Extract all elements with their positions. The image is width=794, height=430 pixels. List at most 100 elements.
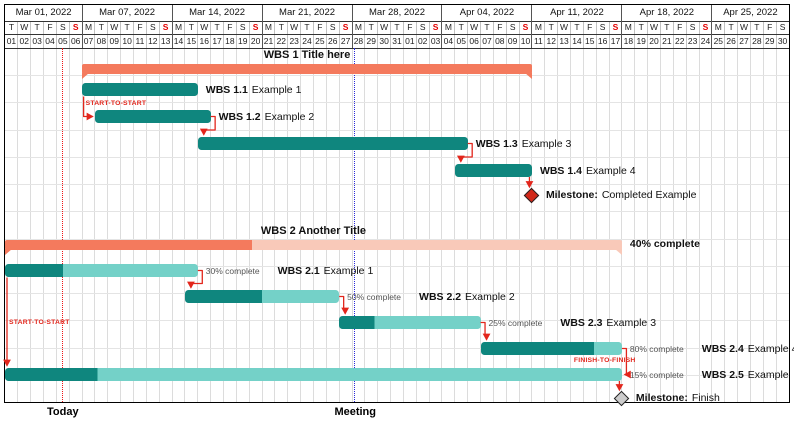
day-separator bbox=[544, 21, 546, 48]
day-letter-cell: T bbox=[638, 22, 644, 32]
grid-vline bbox=[775, 48, 777, 402]
day-letter-cell: F bbox=[47, 22, 53, 32]
chart-frame: Mar 01, 2022 Mar 07, 2022 Mar 14, 2022 Mar … bbox=[3, 4, 794, 406]
meeting-marker-line bbox=[354, 48, 356, 402]
day-number-cell: 19 bbox=[238, 36, 248, 46]
task-label: WBS 1.2 Example 2 bbox=[219, 110, 315, 123]
week-separator bbox=[441, 5, 443, 48]
grid-vline bbox=[81, 48, 83, 402]
milestone-keyword: Milestone: bbox=[635, 392, 688, 404]
task-name: WBS 1.2 Example 2 bbox=[219, 111, 315, 123]
grid-vline bbox=[158, 48, 160, 402]
group-percent-label: 40% complete bbox=[629, 238, 700, 250]
group-bar-left-end bbox=[5, 249, 12, 255]
day-number-cell: 29 bbox=[764, 36, 775, 46]
task-bar bbox=[454, 164, 532, 177]
week-separator bbox=[171, 5, 173, 48]
task-label: WBS 1.1 Example 1 bbox=[206, 83, 302, 96]
grid-vline bbox=[300, 48, 302, 402]
grid-vline bbox=[55, 48, 57, 402]
day-letter-cell: S bbox=[432, 22, 439, 32]
week-separator bbox=[531, 5, 533, 48]
day-letter-cell: S bbox=[162, 22, 169, 32]
day-letter-cell: T bbox=[304, 22, 310, 32]
day-letter-cell: W bbox=[470, 22, 479, 32]
day-number-cell: 28 bbox=[752, 36, 762, 46]
group-bar bbox=[5, 240, 622, 250]
week-header-cell: Mar 28, 2022 bbox=[369, 7, 425, 18]
day-number-cell: 22 bbox=[675, 36, 685, 46]
day-number-cell: 16 bbox=[597, 36, 608, 46]
grid-vline bbox=[634, 48, 636, 402]
day-separator bbox=[210, 21, 212, 48]
day-separator bbox=[557, 21, 559, 48]
day-letter-cell: F bbox=[407, 22, 413, 32]
day-separator bbox=[659, 21, 661, 48]
day-separator bbox=[43, 21, 45, 48]
grid-vline bbox=[454, 48, 456, 402]
milestone-name: Milestone: Finish bbox=[636, 392, 720, 404]
week-separator bbox=[81, 5, 83, 48]
day-separator bbox=[724, 21, 726, 48]
day-number-cell: 27 bbox=[739, 36, 749, 46]
day-separator bbox=[775, 21, 777, 48]
day-separator bbox=[402, 21, 404, 48]
grid-vline bbox=[711, 48, 713, 402]
day-number-cell: 26 bbox=[327, 36, 338, 46]
day-number-cell: 04 bbox=[443, 36, 454, 46]
week-header-cell: Mar 01, 2022 bbox=[15, 7, 72, 18]
day-separator bbox=[454, 21, 456, 48]
day-letter-cell: T bbox=[394, 22, 400, 32]
grid-hline bbox=[5, 238, 789, 240]
task-name-rest: Example bbox=[747, 368, 789, 381]
day-separator bbox=[749, 21, 751, 48]
grid-vline bbox=[107, 48, 109, 402]
day-letter-cell: M bbox=[84, 22, 93, 32]
day-separator bbox=[107, 21, 109, 48]
task-wbs-code: WBS 1.2 bbox=[218, 110, 261, 123]
day-letter-cell: M bbox=[264, 22, 273, 32]
day-number-cell: 12 bbox=[546, 36, 556, 46]
grid-vline bbox=[672, 48, 674, 402]
task-bar bbox=[480, 342, 622, 355]
task-wbs-code: WBS 2.4 bbox=[701, 342, 744, 355]
day-letter-cell: T bbox=[8, 22, 15, 32]
link-type-label: START-TO-START bbox=[9, 318, 70, 326]
day-letter-cell: T bbox=[188, 22, 194, 32]
task-bar bbox=[5, 264, 198, 277]
day-number-cell: 03 bbox=[430, 36, 441, 46]
day-number-cell: 23 bbox=[687, 36, 698, 46]
grid-vline bbox=[621, 48, 623, 402]
task-percent-label: 50% complete bbox=[347, 291, 402, 302]
week-header-cell: Mar 14, 2022 bbox=[189, 7, 246, 18]
today-marker-line bbox=[61, 48, 63, 402]
week-header-cell: Mar 21, 2022 bbox=[279, 7, 336, 18]
day-number-cell: 30 bbox=[777, 36, 788, 46]
today-label: Today bbox=[47, 406, 79, 418]
task-name-rest: Example 3 bbox=[521, 137, 572, 150]
day-number-cell: 12 bbox=[148, 36, 158, 46]
day-letter-cell: F bbox=[227, 22, 233, 32]
day-letter-cell: F bbox=[497, 22, 503, 32]
grid-vline bbox=[171, 48, 173, 402]
header-divider bbox=[5, 47, 789, 49]
grid-vline bbox=[68, 48, 70, 402]
day-separator bbox=[570, 21, 571, 48]
day-letter-cell: S bbox=[419, 22, 426, 32]
day-number-cell: 23 bbox=[289, 36, 299, 46]
day-letter-cell: S bbox=[239, 22, 246, 32]
task-name-rest: Example 1 bbox=[323, 264, 374, 277]
meeting-label: Meeting bbox=[334, 406, 376, 418]
task-name-rest: Example 3 bbox=[606, 316, 657, 329]
day-letter-cell: T bbox=[754, 22, 760, 32]
task-wbs-code: WBS 2.2 bbox=[419, 290, 462, 303]
task-wbs-code: WBS 1.4 bbox=[539, 164, 582, 177]
day-number-cell: 01 bbox=[405, 36, 415, 46]
day-number-cell: 28 bbox=[353, 36, 364, 46]
task-wbs-code: WBS 2.5 bbox=[701, 368, 744, 381]
grid-vline bbox=[43, 48, 45, 402]
task-name-rest: Example 4 bbox=[585, 164, 636, 177]
grid-hline bbox=[5, 347, 789, 349]
header-divider bbox=[5, 20, 789, 22]
day-number-cell: 02 bbox=[19, 36, 29, 46]
